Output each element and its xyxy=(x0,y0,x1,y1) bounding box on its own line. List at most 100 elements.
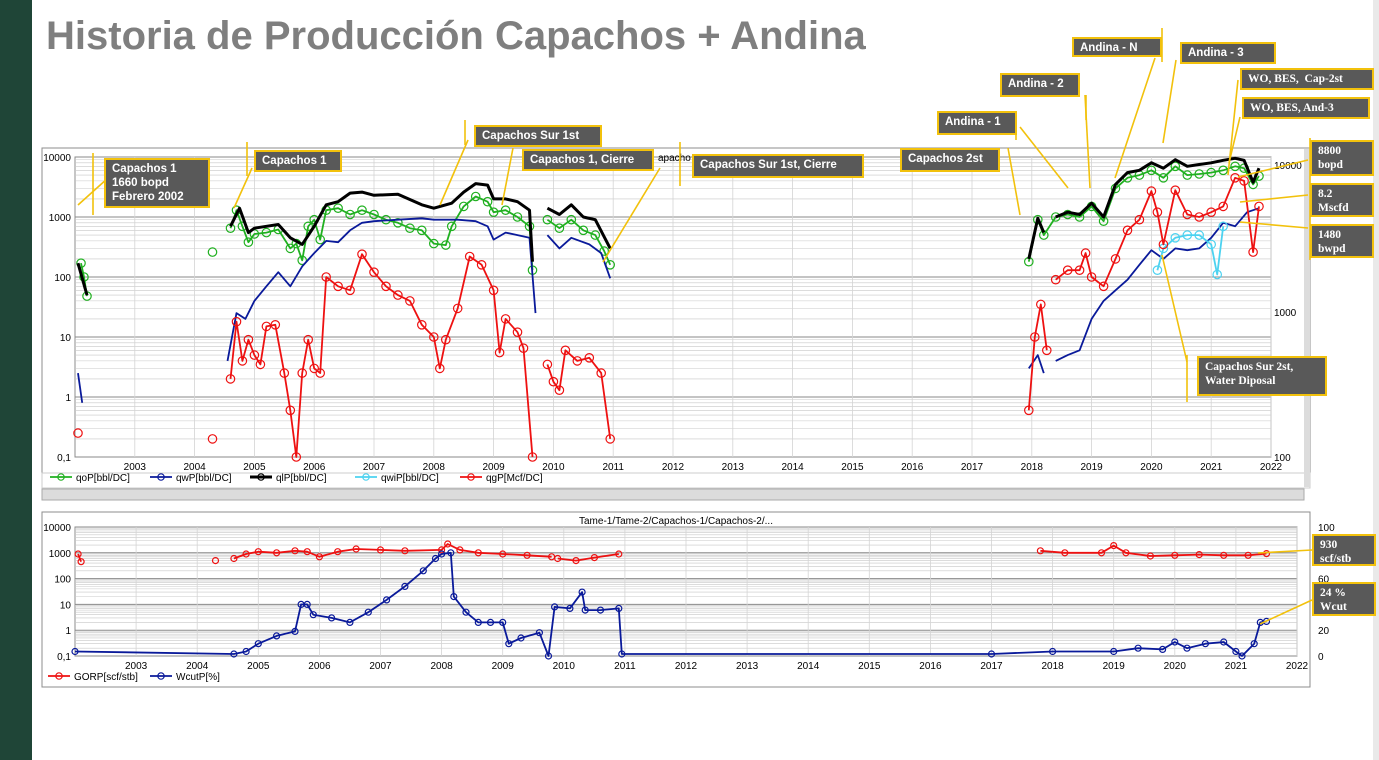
series-line-qwp-bbl-dc xyxy=(226,217,537,362)
annotation-capachos-sur-1st: Capachos Sur 1st xyxy=(474,125,602,147)
data-point-wcutp xyxy=(1238,652,1246,660)
series-line-qop-bbl-dc xyxy=(546,218,612,266)
legend-marker xyxy=(55,672,63,680)
data-point-qwip-bbl-dc xyxy=(1152,265,1163,275)
annotation-gor: 930 scf/stb xyxy=(1312,534,1376,566)
data-point-qgp-mcf-dc xyxy=(1024,405,1034,416)
x-tick-label: 2006 xyxy=(308,661,331,672)
data-point-qgp-mcf-dc xyxy=(393,290,403,300)
legend-label: qgP[Mcf/DC] xyxy=(486,473,543,484)
annotation-wo-bes-cap: WO, BES, Cap-2st xyxy=(1240,68,1374,90)
data-point-wcutp xyxy=(419,567,427,575)
data-point-qgp-mcf-dc xyxy=(605,434,615,444)
legend-label: qlP[bbl/DC] xyxy=(276,473,327,484)
data-point-qop-bbl-dc xyxy=(482,196,493,207)
data-point-qgp-mcf-dc xyxy=(548,376,559,387)
data-point-gorp-scf-stb xyxy=(376,546,385,554)
data-point-qop-bbl-dc xyxy=(554,223,565,233)
data-point-qgp-mcf-dc xyxy=(1080,248,1091,258)
data-point-qgp-mcf-dc xyxy=(584,352,595,363)
data-point-qop-bbl-dc xyxy=(1206,167,1216,178)
data-point-gorp-scf-stb xyxy=(254,548,262,556)
x-tick-label: 2014 xyxy=(797,661,820,672)
bottom-legend: GORP[scf/stb] WcutP[%] xyxy=(48,672,220,683)
data-point-qgp-mcf-dc xyxy=(1030,332,1040,342)
data-point-gorp-scf-stb xyxy=(401,547,409,555)
x-tick-label: 2019 xyxy=(1080,462,1103,473)
y-tick-label: 100 xyxy=(54,273,71,284)
x-tick-label: 2013 xyxy=(736,661,759,672)
data-point-wcutp xyxy=(447,549,455,557)
data-point-qgp-mcf-dc xyxy=(1182,209,1193,220)
data-point-wcutp xyxy=(383,596,391,604)
legend-label: qwiP[bbl/DC] xyxy=(381,473,439,484)
y-tick-label: 10 xyxy=(60,333,72,344)
data-point-qop-bbl-dc xyxy=(542,214,553,225)
data-point-qgp-mcf-dc xyxy=(434,363,445,374)
x-tick-label: 2021 xyxy=(1225,661,1248,672)
x-tick-label: 2014 xyxy=(781,462,804,473)
annotation-andina-2: Andina - 2 xyxy=(1000,73,1080,97)
data-point-qop-bbl-dc xyxy=(590,230,601,240)
legend-marker xyxy=(362,473,370,481)
data-point-gorp-scf-stb xyxy=(334,548,342,556)
data-point-qgp-mcf-dc xyxy=(1050,274,1061,285)
vertical-scrollbar[interactable] xyxy=(1304,149,1310,487)
y-tick-label: 100 xyxy=(54,575,71,586)
data-point-qop-bbl-dc xyxy=(1182,170,1193,180)
data-point-wcutp xyxy=(401,582,409,591)
bottom-chart-title: Tame-1/Tame-2/Capachos-1/Capachos-2/... xyxy=(579,516,773,527)
data-point-qgp-mcf-dc xyxy=(440,334,451,345)
data-point-wcutp xyxy=(291,627,299,636)
data-point-wcutp xyxy=(1220,638,1228,646)
legend-marker xyxy=(257,473,265,481)
x-tick-label: 2016 xyxy=(919,661,942,672)
x-tick-label: 2007 xyxy=(363,462,386,473)
x-tick-label: 2017 xyxy=(961,462,984,473)
data-point-qop-bbl-dc xyxy=(76,258,86,268)
x-tick-label: 2009 xyxy=(482,462,505,473)
data-point-qgp-mcf-dc xyxy=(73,428,83,438)
data-point-qgp-mcf-dc xyxy=(1152,207,1163,217)
x-tick-label: 2005 xyxy=(243,462,266,473)
data-point-wcutp xyxy=(364,608,372,616)
y-tick-label: 1000 xyxy=(49,213,72,224)
annotation-andina-3: Andina - 3 xyxy=(1180,42,1276,64)
data-point-qop-bbl-dc xyxy=(446,221,457,232)
data-point-qop-bbl-dc xyxy=(393,218,403,228)
y-tick-label: 10000 xyxy=(43,523,71,534)
data-point-qgp-mcf-dc xyxy=(596,368,606,378)
data-point-qgp-mcf-dc xyxy=(1146,186,1157,196)
x-tick-label: 2017 xyxy=(980,661,1003,672)
data-point-gorp-scf-stb xyxy=(303,548,311,556)
x-tick-label: 2007 xyxy=(369,661,392,672)
data-point-qgp-mcf-dc xyxy=(560,345,571,356)
data-point-qop-bbl-dc xyxy=(303,221,313,232)
y2-tick-label: 20 xyxy=(1318,626,1330,637)
y-tick-label: 0,1 xyxy=(57,453,71,464)
data-point-wcutp xyxy=(273,632,281,640)
data-point-qgp-mcf-dc xyxy=(261,321,272,332)
data-point-gorp-scf-stb xyxy=(590,553,599,562)
data-point-gorp-scf-stb xyxy=(1220,551,1228,559)
horizontal-scrollbar[interactable] xyxy=(41,488,1305,501)
x-tick-label: 2004 xyxy=(186,661,209,672)
data-point-qgp-mcf-dc xyxy=(345,285,355,296)
x-tick-label: 2020 xyxy=(1164,661,1187,672)
data-point-wcutp xyxy=(535,629,544,637)
data-point-qgp-mcf-dc xyxy=(1086,272,1097,282)
series-line-gorp-scf-stb xyxy=(1040,544,1267,557)
annotation-andina-1: Andina - 1 xyxy=(937,111,1017,135)
annotation-andina-n: Andina - N xyxy=(1072,37,1162,57)
x-tick-label: 2018 xyxy=(1021,462,1044,473)
data-point-gorp-scf-stb xyxy=(1110,541,1118,550)
data-point-qgp-mcf-dc xyxy=(297,368,307,378)
annotation-capachos1: Capachos 1 xyxy=(254,150,342,172)
series-line-qlp-bbl-dc xyxy=(1055,156,1261,219)
data-point-qop-bbl-dc xyxy=(428,238,439,249)
x-tick-label: 2019 xyxy=(1103,661,1126,672)
x-tick-label: 2006 xyxy=(303,462,326,473)
data-point-qgp-mcf-dc xyxy=(255,359,266,370)
y2-tick-label: 60 xyxy=(1318,575,1330,586)
data-point-wcutp xyxy=(303,600,311,609)
